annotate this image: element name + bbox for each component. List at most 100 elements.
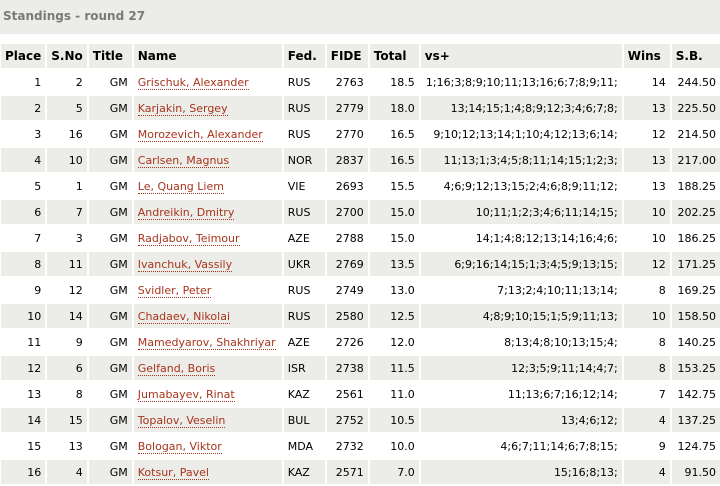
cell-fide: 2561 <box>335 387 364 401</box>
cell-name: Svidler, Peter <box>134 278 282 302</box>
col-sb[interactable]: S.B. <box>671 44 720 68</box>
cell-place: 16 <box>1 460 46 484</box>
cell-title: GM <box>109 231 128 245</box>
cell-place: 6 <box>1 200 46 224</box>
cell-fide: 2752 <box>326 408 368 432</box>
header-row: Place S.No Title Name Fed. FIDE Total vs… <box>1 44 720 68</box>
player-name-link[interactable]: Le, Quang Liem <box>137 179 224 194</box>
cell-fed: RUS <box>283 200 325 224</box>
cell-name: Andreikin, Dmitry <box>133 200 282 224</box>
player-name-link[interactable]: Karjakin, Sergey <box>137 101 228 116</box>
cell-fide: 2837 <box>326 148 368 172</box>
col-total[interactable]: Total <box>369 44 419 68</box>
player-name-link[interactable]: Kotsur, Pavel <box>137 465 209 480</box>
cell-fide: 2726 <box>335 335 364 349</box>
cell-fed: BUL <box>283 408 325 432</box>
cell-vs: 1;16;3;8;9;10;11;13;16;6;7;8;9;11; <box>425 75 618 89</box>
cell-total: 10.0 <box>390 439 415 453</box>
cell-wins: 14 <box>651 75 666 89</box>
cell-fide: 2769 <box>326 252 368 276</box>
player-name-link[interactable]: Gelfand, Boris <box>137 361 216 376</box>
cell-name: Radjabov, Teimour <box>134 226 282 250</box>
player-name-link[interactable]: Ivanchuk, Vassily <box>137 257 233 272</box>
table-row: 10 14 GM Chadaev, Nikolai RUS 2580 12.5 4;8;9;1… <box>1 304 720 328</box>
cell-place: 13 <box>27 387 42 401</box>
table-row: 14 15 GM Topalov, Veselin BUL 2752 10.5 13;4;6;… <box>1 408 720 432</box>
cell-vs: 6;9;16;14;15;1;3;4;5;9;13;15; <box>420 252 622 276</box>
cell-sno: 2 <box>75 75 83 89</box>
player-name-link[interactable]: Topalov, Veselin <box>137 413 226 428</box>
cell-title: GM <box>88 200 132 224</box>
col-fide[interactable]: FIDE <box>326 44 368 68</box>
player-name-link[interactable]: Radjabov, Teimour <box>137 231 240 246</box>
cell-fide: 2571 <box>326 460 368 484</box>
cell-fed: NOR <box>283 148 325 172</box>
col-wins[interactable]: Wins <box>623 44 670 68</box>
cell-sno: 11 <box>47 252 87 276</box>
player-name-link[interactable]: Morozevich, Alexander <box>137 127 263 142</box>
cell-place: 2 <box>1 96 46 120</box>
cell-title: GM <box>109 283 128 297</box>
col-name[interactable]: Name <box>133 44 282 68</box>
cell-place: 3 <box>34 127 42 141</box>
cell-wins: 7 <box>658 387 666 401</box>
cell-total: 18.0 <box>369 96 419 120</box>
col-title[interactable]: Title <box>88 44 132 68</box>
cell-title: GM <box>109 335 128 349</box>
cell-wins: 10 <box>623 200 670 224</box>
cell-title: GM <box>88 408 132 432</box>
player-name-link[interactable]: Jumabayev, Rinat <box>137 387 235 402</box>
cell-sno: 8 <box>75 387 83 401</box>
cell-sb: 91.50 <box>671 460 720 484</box>
cell-fide: 2580 <box>326 304 368 328</box>
cell-place: 7 <box>34 231 42 245</box>
player-name-link[interactable]: Carlsen, Magnus <box>137 153 230 168</box>
cell-name: Karjakin, Sergey <box>133 96 282 120</box>
cell-sb: 124.75 <box>677 439 717 453</box>
player-name-link[interactable]: Grischuk, Alexander <box>137 75 249 90</box>
cell-sb: 158.50 <box>671 304 720 328</box>
cell-vs: 13;14;15;1;4;8;9;12;3;4;6;7;8; <box>420 96 622 120</box>
cell-sb: 137.25 <box>671 408 720 432</box>
cell-title: GM <box>88 96 132 120</box>
player-name-link[interactable]: Svidler, Peter <box>137 283 212 298</box>
cell-sb: 225.50 <box>671 96 720 120</box>
table-row: 12 6 GM Gelfand, Boris ISR 2738 11.5 12;3;5;9;1… <box>1 356 720 380</box>
table-row: 15 13 GM Bologan, Viktor MDA 2732 10.0 4;6;7;11… <box>1 434 720 458</box>
cell-fed: KAZ <box>287 387 310 401</box>
cell-place: 15 <box>27 439 42 453</box>
cell-sb: 202.25 <box>671 200 720 224</box>
cell-vs: 12;3;5;9;11;14;4;7; <box>420 356 622 380</box>
player-name-link[interactable]: Bologan, Viktor <box>137 439 222 454</box>
col-vs[interactable]: vs+ <box>420 44 622 68</box>
col-sno[interactable]: S.No <box>47 44 87 68</box>
cell-vs: 4;6;7;11;14;6;7;8;15; <box>500 439 618 453</box>
player-name-link[interactable]: Chadaev, Nikolai <box>137 309 230 324</box>
cell-name: Topalov, Veselin <box>133 408 282 432</box>
cell-place: 1 <box>34 75 42 89</box>
player-name-link[interactable]: Andreikin, Dmitry <box>137 205 235 220</box>
cell-vs: 8;13;4;8;10;13;15;4; <box>504 335 618 349</box>
col-place[interactable]: Place <box>1 44 46 68</box>
cell-wins: 8 <box>658 283 666 297</box>
standings-table: Place S.No Title Name Fed. FIDE Total vs… <box>0 42 720 486</box>
cell-fide: 2732 <box>335 439 364 453</box>
cell-sno: 15 <box>47 408 87 432</box>
cell-fide: 2770 <box>335 127 364 141</box>
col-fed[interactable]: Fed. <box>283 44 325 68</box>
cell-place: 8 <box>1 252 46 276</box>
cell-place: 4 <box>1 148 46 172</box>
cell-name: Gelfand, Boris <box>133 356 282 380</box>
cell-total: 16.5 <box>369 148 419 172</box>
player-name-link[interactable]: Mamedyarov, Shakhriyar <box>137 335 276 350</box>
cell-vs: 11;13;1;3;4;5;8;11;14;15;1;2;3; <box>420 148 622 172</box>
table-row: 11 9 GM Mamedyarov, Shakhriyar AZE 2726 12.0 8;… <box>1 330 720 354</box>
cell-total: 10.5 <box>369 408 419 432</box>
cell-total: 11.5 <box>369 356 419 380</box>
cell-total: 18.5 <box>390 75 415 89</box>
cell-title: GM <box>109 387 128 401</box>
cell-sno: 7 <box>47 200 87 224</box>
cell-fed: VIE <box>287 179 306 193</box>
cell-vs: 13;4;6;12; <box>420 408 622 432</box>
cell-sb: 153.25 <box>671 356 720 380</box>
